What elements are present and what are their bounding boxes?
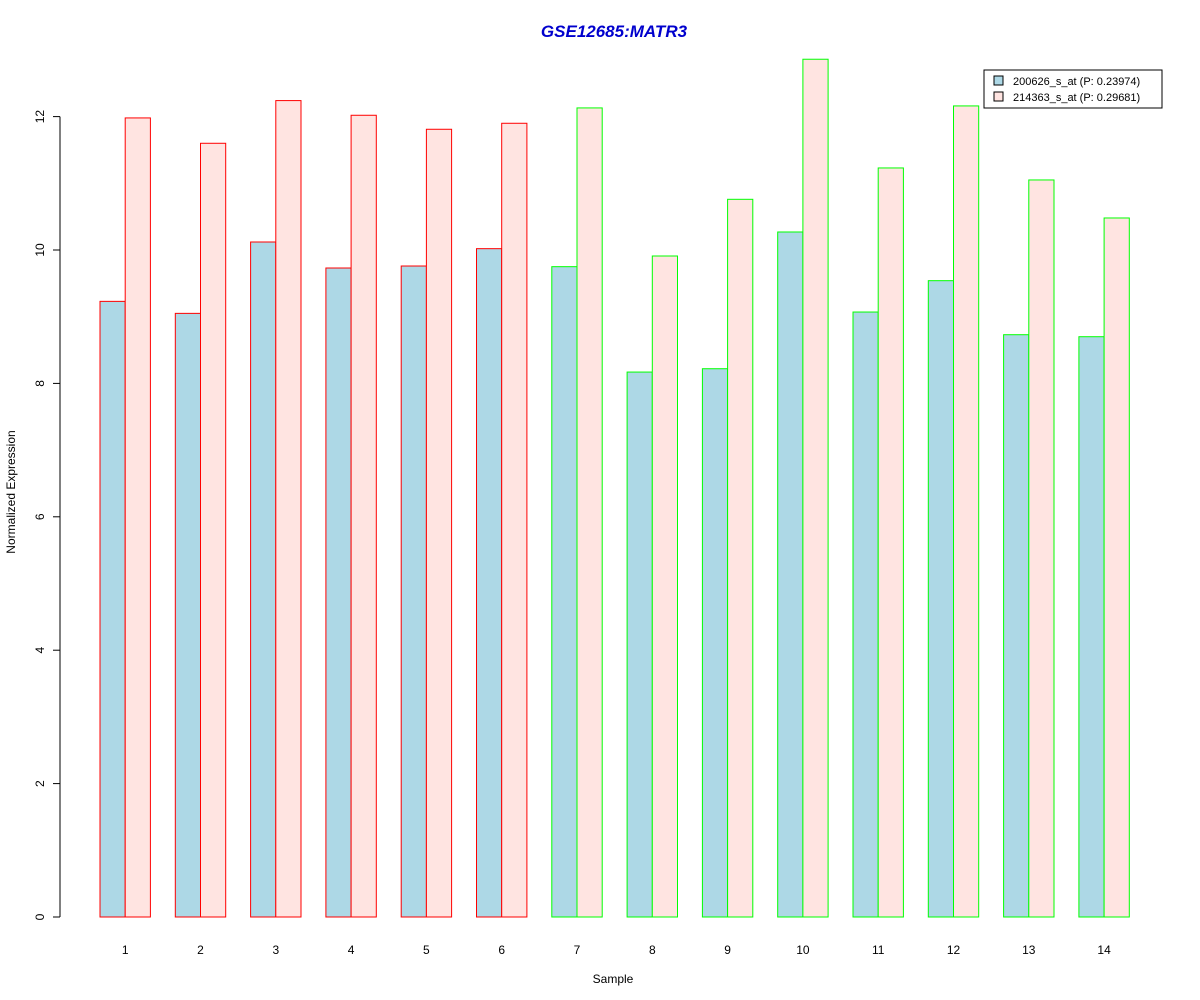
x-axis-title: Sample	[593, 972, 634, 986]
bar-sample-4-series-1	[325, 267, 352, 918]
bar-sample-11-series-1	[852, 311, 879, 918]
y-tick-label: 8	[33, 380, 47, 387]
y-tick-label: 6	[33, 513, 47, 520]
x-tick-label: 7	[574, 943, 581, 957]
bar-sample-13-series-1	[1003, 334, 1030, 918]
x-tick-label: 4	[348, 943, 355, 957]
bar-sample-2-series-1	[174, 312, 202, 918]
x-tick-label: 3	[272, 943, 279, 957]
x-tick-label: 12	[947, 943, 961, 957]
bar-sample-10-series-1	[777, 231, 804, 918]
chart-title: GSE12685:MATR3	[541, 22, 688, 41]
x-tick-label: 11	[872, 943, 885, 957]
legend: 200626_s_at (P: 0.23974) 214363_s_at (P:…	[983, 69, 1163, 109]
legend-box	[983, 69, 1163, 109]
bar-sample-7-series-2	[576, 107, 603, 918]
y-axis: 0 2 4 6 8 10 12	[33, 110, 61, 920]
bar-sample-14-series-2	[1103, 217, 1130, 918]
bar-sample-11-series-2	[877, 167, 904, 918]
x-tick-labels: 1 2 3 4 5 6 7 8 9 10 11 12 13 14	[122, 943, 1111, 957]
legend-swatch-series-2	[993, 91, 1004, 102]
bar-sample-8-series-2	[651, 255, 678, 918]
bar-sample-9-series-2	[727, 198, 754, 918]
bar-sample-9-series-1	[701, 368, 729, 918]
y-tick-label: 2	[33, 780, 47, 787]
y-axis-title: Normalized Expression	[4, 430, 18, 553]
x-tick-label: 2	[197, 943, 204, 957]
bar-sample-2-series-2	[200, 142, 227, 918]
bar-sample-8-series-1	[626, 371, 653, 918]
legend-label-series-2: 214363_s_at (P: 0.29681)	[1013, 92, 1140, 104]
x-tick-label: 13	[1022, 943, 1036, 957]
x-tick-label: 10	[796, 943, 810, 957]
x-tick-label: 1	[122, 943, 129, 957]
bar-sample-14-series-1	[1078, 336, 1105, 918]
bar-sample-12-series-2	[953, 105, 980, 918]
bar-sample-1-series-1	[99, 300, 126, 918]
legend-label-series-1: 200626_s_at (P: 0.23974)	[1013, 76, 1140, 88]
bars-group	[99, 58, 1130, 918]
bar-sample-3-series-1	[250, 241, 277, 918]
y-tick-label: 10	[33, 243, 47, 257]
bar-sample-1-series-2	[124, 117, 151, 918]
y-tick-label: 4	[33, 647, 47, 654]
bar-sample-12-series-1	[927, 280, 954, 918]
legend-swatch-series-1	[993, 75, 1004, 86]
bar-sample-7-series-1	[551, 266, 578, 918]
x-tick-label: 6	[498, 943, 505, 957]
bar-sample-5-series-1	[400, 265, 427, 918]
y-tick-label: 0	[33, 913, 47, 920]
x-tick-label: 9	[724, 943, 731, 957]
y-tick-label: 12	[33, 110, 47, 124]
bar-sample-6-series-1	[476, 248, 503, 918]
bar-sample-13-series-2	[1028, 179, 1055, 918]
bar-sample-10-series-2	[802, 58, 829, 918]
x-tick-label: 14	[1097, 943, 1111, 957]
bar-sample-3-series-2	[275, 100, 302, 918]
bar-sample-5-series-2	[425, 128, 453, 918]
x-tick-label: 8	[649, 943, 656, 957]
bar-sample-4-series-2	[350, 114, 377, 918]
x-tick-label: 5	[423, 943, 430, 957]
bar-sample-6-series-2	[501, 122, 528, 918]
